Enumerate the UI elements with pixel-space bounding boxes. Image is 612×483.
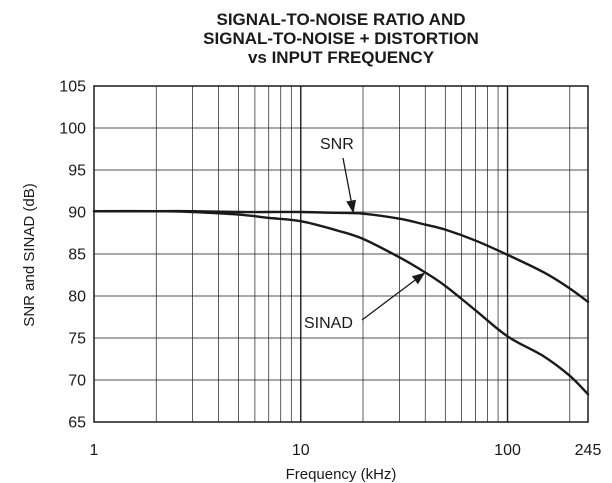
y-tick-label: 95 <box>68 163 86 180</box>
chart-title-line-3: vs INPUT FREQUENCY <box>248 48 435 67</box>
y-tick-label: 90 <box>68 205 86 222</box>
y-tick-label: 100 <box>59 121 86 138</box>
x-tick-label: 1 <box>90 442 99 459</box>
y-tick-label: 105 <box>59 79 86 96</box>
chart-title: SIGNAL-TO-NOISE RATIO AND SIGNAL-TO-NOIS… <box>203 10 479 67</box>
x-tick-label: 245 <box>575 442 602 459</box>
annotations: SNR SINAD <box>304 136 426 332</box>
x-tick-labels: 1 10 100 245 <box>90 442 602 459</box>
chart-title-line-1: SIGNAL-TO-NOISE RATIO AND <box>216 10 465 29</box>
series-lines <box>92 209 590 396</box>
annotation-label-sinad: SINAD <box>304 315 353 332</box>
y-tick-label: 70 <box>68 373 86 390</box>
x-axis-label: Frequency (kHz) <box>286 466 397 483</box>
series-line-sinad <box>92 209 590 396</box>
plot-frame <box>93 85 589 423</box>
annotation-leader-snr <box>342 157 352 201</box>
annotation-arrowhead-snr <box>346 199 356 214</box>
y-tick-label: 80 <box>68 289 86 306</box>
y-tick-labels: 65 70 75 80 85 90 95 100 105 <box>59 79 86 432</box>
y-axis-label: SNR and SINAD (dB) <box>21 183 38 326</box>
y-tick-label: 75 <box>68 331 86 348</box>
y-tick-label: 65 <box>68 415 86 432</box>
x-tick-label: 10 <box>292 442 310 459</box>
annotation-label-snr: SNR <box>320 136 354 153</box>
x-tick-label: 100 <box>494 442 521 459</box>
y-tick-label: 85 <box>68 247 86 264</box>
annotation-arrowhead-sinad <box>411 272 426 285</box>
series-line-snr <box>92 209 590 304</box>
annotation-leader-sinad <box>361 279 416 321</box>
chart-title-line-2: SIGNAL-TO-NOISE + DISTORTION <box>203 29 479 48</box>
